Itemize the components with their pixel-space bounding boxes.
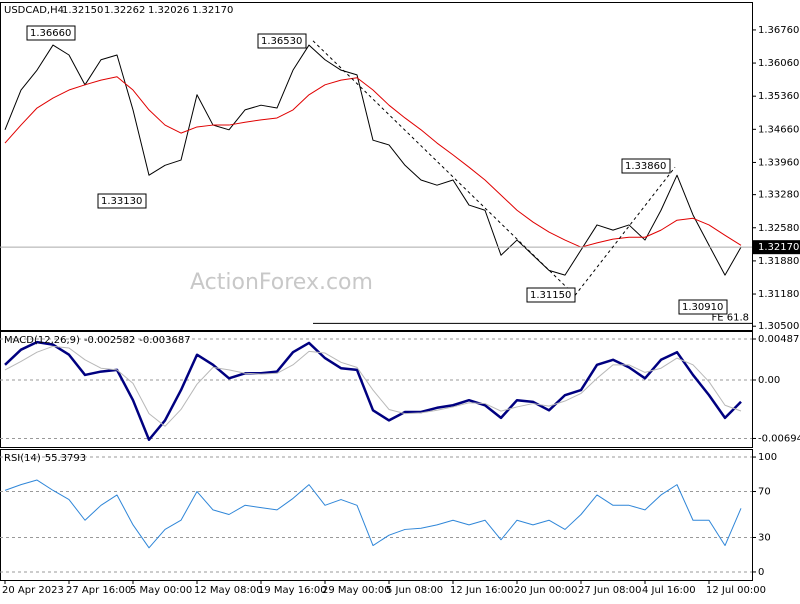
ohlc-value: 1.32026 <box>148 5 189 16</box>
y-tick-label: 1.33960 <box>758 157 799 168</box>
indicator-value: 55.3793 <box>45 453 86 464</box>
annotation-label: 1.36530 <box>261 36 302 47</box>
indicator-value: -0.003687 <box>139 335 190 346</box>
ohlc-value: 1.32262 <box>104 5 145 16</box>
y-tick-label: -0.006945 <box>758 433 800 444</box>
y-tick-label: 30 <box>758 532 771 543</box>
indicator-label: MACD(12,26,9) -0.002582 -0.003687 <box>4 335 191 346</box>
y-tick-label: 0.00 <box>758 375 780 386</box>
x-tick-label: 19 May 16:00 <box>258 585 327 596</box>
y-tick-label: 70 <box>758 487 771 498</box>
annotation-box <box>257 33 307 49</box>
annotation-box <box>26 25 76 41</box>
ohlc-value: 1.32150 <box>62 5 103 16</box>
y-tick-label: 1.35360 <box>758 91 799 102</box>
y-tick-label: 1.31180 <box>758 289 799 300</box>
x-tick-label: 27 Jun 08:00 <box>578 585 642 596</box>
y-tick-label: 1.36060 <box>758 58 799 69</box>
series-line <box>4 44 742 276</box>
ohlc-value: 1.32170 <box>192 5 233 16</box>
swing-line <box>312 40 576 296</box>
annotation-box <box>678 299 728 315</box>
x-tick-label: 20 Jun 00:00 <box>514 585 578 596</box>
y-tick-label: 1.33280 <box>758 190 799 201</box>
panel-frame <box>0 331 753 448</box>
x-tick-label: 27 Apr 16:00 <box>66 585 131 596</box>
y-tick-label: 1.32580 <box>758 223 799 234</box>
panel-frame <box>0 449 753 581</box>
annotation-box <box>621 158 671 174</box>
annotation-label: 1.33130 <box>101 196 142 207</box>
annotation-box <box>97 193 147 209</box>
indicator-name: RSI(14) <box>4 453 41 464</box>
fe-label: FE 61.8 <box>711 312 749 323</box>
x-tick-label: 5 Jun 08:00 <box>386 585 443 596</box>
x-tick-label: 5 May 00:00 <box>130 585 192 596</box>
x-tick-label: 20 Apr 2023 <box>2 585 64 596</box>
x-tick-label: 12 Jun 16:00 <box>450 585 514 596</box>
y-tick-label: 1.36760 <box>758 25 799 36</box>
x-tick-label: 12 May 08:00 <box>194 585 263 596</box>
y-tick-label: 1.30500 <box>758 321 799 332</box>
symbol-title: USDCAD,H4 <box>4 5 64 16</box>
y-tick-label: 0.00487 <box>758 334 799 345</box>
annotation-label: 1.33860 <box>625 161 666 172</box>
annotation-label: 1.36660 <box>30 28 71 39</box>
x-tick-label: 4 Jul 16:00 <box>642 585 696 596</box>
series-line <box>4 76 742 248</box>
y-tick-label: 1.31880 <box>758 256 799 267</box>
annotation-label: 1.31150 <box>530 290 571 301</box>
series-line <box>4 345 742 427</box>
x-tick-label: 12 Jul 00:00 <box>706 585 766 596</box>
annotation-box <box>526 287 576 303</box>
indicator-value: -0.002582 <box>84 335 135 346</box>
x-tick-label: 29 May 00:00 <box>322 585 391 596</box>
watermark: ActionForex.com <box>190 270 373 295</box>
y-tick-label: 0 <box>758 567 764 578</box>
y-tick-label: 100 <box>758 452 777 463</box>
y-tick-label: 1.34660 <box>758 124 799 135</box>
current-price-tag <box>753 240 800 255</box>
annotation-label: 1.30910 <box>682 302 723 313</box>
series-line <box>4 479 742 549</box>
indicator-label: RSI(14) 55.3793 <box>4 453 86 464</box>
series-line <box>4 340 742 442</box>
panel-frame <box>0 2 753 331</box>
current-price-label: 1.32170 <box>758 242 799 253</box>
indicator-name: MACD(12,26,9) <box>4 335 80 346</box>
